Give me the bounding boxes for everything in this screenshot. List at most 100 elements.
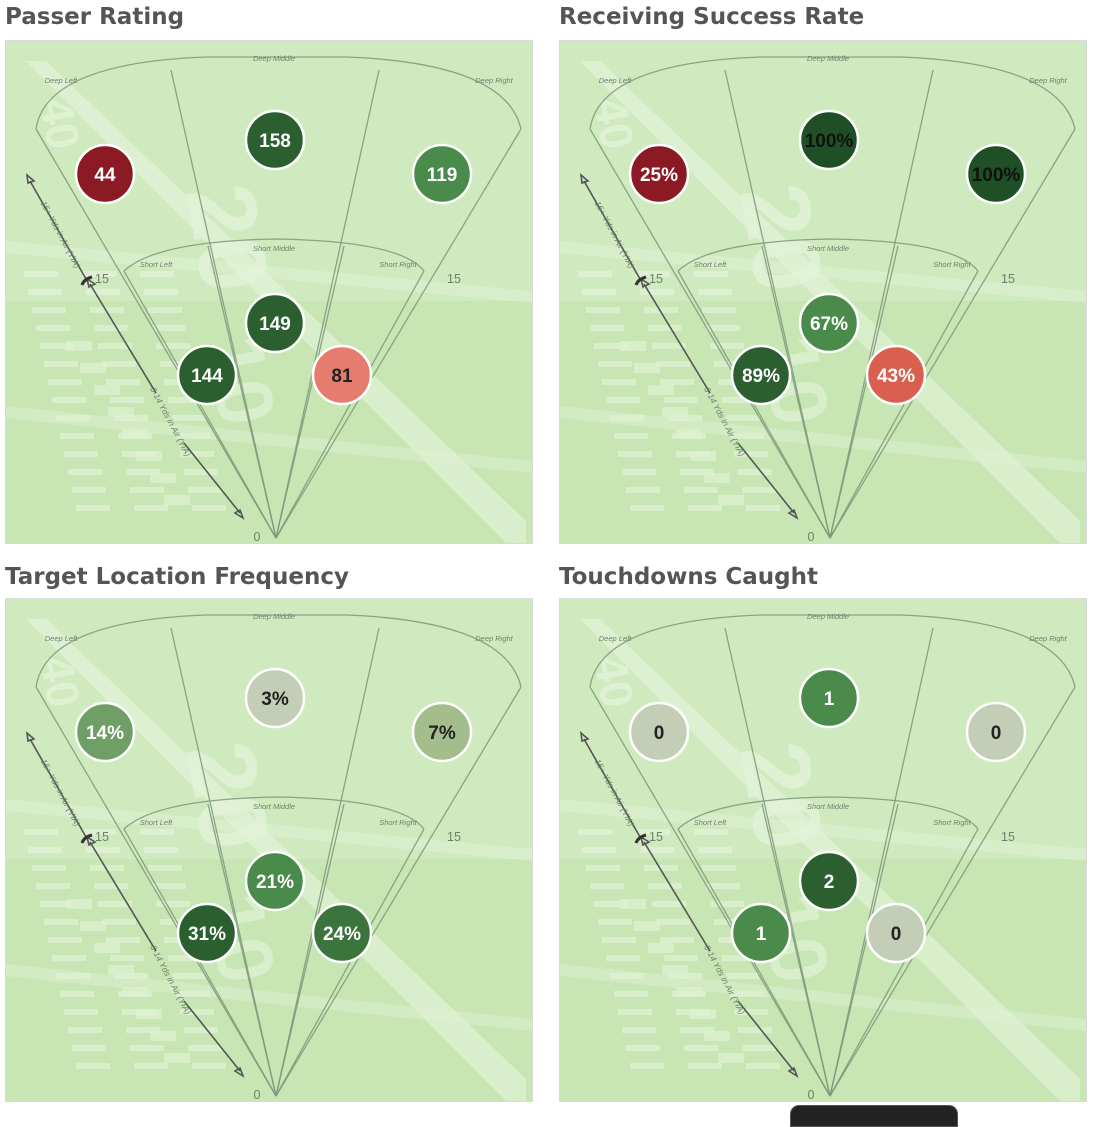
field-label: Short Middle [253,244,295,253]
zone-value: 67% [810,314,848,335]
zone-bubble-deep-left[interactable]: 0 [628,701,690,763]
yard-marker: 15 [1001,272,1015,286]
zone-bubble-deep-right[interactable]: 0 [965,701,1027,763]
field-chart: 40 20 10 Deep Left Deep Middle Deep Right Shor… [5,598,533,1102]
svg-text:40: 40 [30,652,90,711]
zone-bubble-short-middle[interactable]: 21% [244,850,306,912]
yard-marker: 15 [1001,830,1015,844]
zone-bubble-short-right[interactable]: 81 [311,344,373,406]
zone-value: 44 [94,165,116,186]
zone-bubble-short-right[interactable]: 0 [865,902,927,964]
zone-bubble-deep-middle[interactable]: 100% [798,109,860,171]
yard-marker: 0 [808,530,815,543]
zone-bubble-deep-middle[interactable]: 1 [798,667,860,729]
zone-value: 31% [188,924,226,945]
zone-value: 100% [805,131,854,152]
zone-value: 158 [259,131,291,152]
field-label: Short Right [933,818,971,827]
svg-text:20: 20 [719,176,843,300]
zone-value: 1 [824,689,835,710]
field-label: Short Left [140,818,173,827]
zone-bubble-deep-right[interactable]: 100% [965,143,1027,205]
field-label: Short Middle [253,802,295,811]
zone-value: 14% [86,723,124,744]
field-label: Deep Middle [807,612,849,621]
field-label: Deep Left [45,76,78,85]
zone-bubble-short-left[interactable]: 89% [730,344,792,406]
zone-value: 21% [256,872,294,893]
yard-marker: 15 [447,830,461,844]
zone-bubble-deep-middle[interactable]: 3% [244,667,306,729]
zone-value: 100% [972,165,1021,186]
zone-value: 7% [428,723,456,744]
zone-bubble-short-middle[interactable]: 149 [244,292,306,354]
zone-bubble-deep-right[interactable]: 119 [411,143,473,205]
zone-value: 119 [427,165,458,186]
yard-marker: 0 [254,1088,261,1101]
zone-bubble-short-right[interactable]: 24% [311,902,373,964]
zone-bubble-deep-left[interactable]: 25% [628,143,690,205]
svg-text:20: 20 [165,734,289,858]
field-label: Deep Middle [253,612,295,621]
svg-text:40: 40 [584,94,644,153]
zone-value: 2 [824,872,835,893]
svg-text:40: 40 [30,94,90,153]
zone-bubble-short-middle[interactable]: 67% [798,292,860,354]
zone-value: 89% [742,366,780,387]
zone-value: 25% [640,165,678,186]
zone-bubble-deep-left[interactable]: 44 [74,143,136,205]
field-label: Short Middle [807,802,849,811]
field-chart: 40 20 10 Deep Left Deep Middle Deep Right Shor… [559,598,1087,1102]
zone-value: 24% [323,924,361,945]
field-label: Short Left [140,260,173,269]
field-label: Deep Right [1029,634,1067,643]
field-chart: 40 20 10 Deep Left Deep Middle Deep Right Shor… [559,40,1087,544]
field-label: Short Left [694,260,727,269]
field-label: Deep Right [475,634,513,643]
field-label: Deep Left [599,634,632,643]
yard-marker: 15 [95,272,109,286]
field-label: Short Right [933,260,971,269]
panel-title: Touchdowns Caught [559,564,819,590]
yard-marker: 15 [447,272,461,286]
zone-value: 43% [877,366,915,387]
field-label: Short Left [694,818,727,827]
svg-text:40: 40 [584,652,644,711]
field-label: Deep Left [599,76,632,85]
bottom-tab-button[interactable] [790,1105,958,1127]
svg-text:20: 20 [165,176,289,300]
field-label: Short Right [379,818,417,827]
zone-bubble-short-left[interactable]: 144 [176,344,238,406]
yard-marker: 0 [254,530,261,543]
zone-bubble-deep-right[interactable]: 7% [411,701,473,763]
yard-marker: 15 [649,830,663,844]
zone-bubble-deep-middle[interactable]: 158 [244,109,306,171]
zone-bubble-short-left[interactable]: 1 [730,902,792,964]
field-label: Deep Middle [253,54,295,63]
zone-value: 1 [756,924,767,945]
field-label: Short Middle [807,244,849,253]
field-label: Deep Right [475,76,513,85]
zone-value: 0 [991,723,1002,744]
zone-value: 144 [191,366,223,387]
svg-text:20: 20 [719,734,843,858]
zone-bubble-short-middle[interactable]: 2 [798,850,860,912]
field-label: Deep Right [1029,76,1067,85]
zone-bubble-short-right[interactable]: 43% [865,344,927,406]
field-label: Deep Middle [807,54,849,63]
zone-bubble-short-left[interactable]: 31% [176,902,238,964]
field-chart: 40 20 10 Deep Left Deep Middle Deep Right Shor… [5,40,533,544]
zone-value: 0 [654,723,665,744]
panel-title: Target Location Frequency [5,564,349,590]
field-label: Short Right [379,260,417,269]
yard-marker: 15 [95,830,109,844]
panel-title: Passer Rating [5,4,185,30]
zone-value: 3% [261,689,289,710]
yard-marker: 15 [649,272,663,286]
zone-bubble-deep-left[interactable]: 14% [74,701,136,763]
field-label: Deep Left [45,634,78,643]
